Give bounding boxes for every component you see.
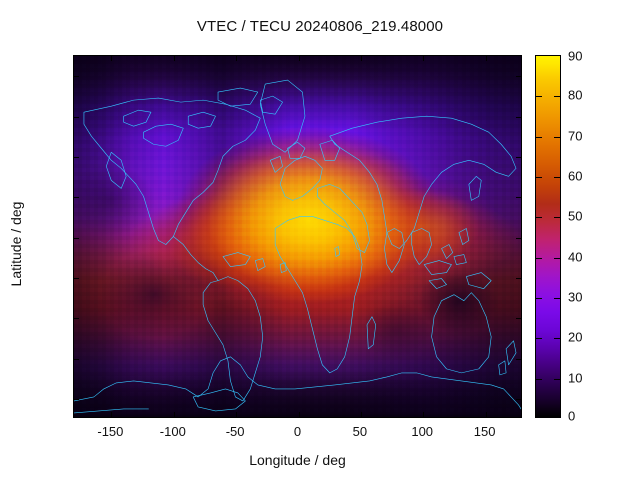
cbar-label-40: 40 xyxy=(568,249,583,265)
cbar-tick-r-20 xyxy=(554,338,560,340)
cbar-tick-r-40 xyxy=(554,257,560,259)
x-tick-label-100: 100 xyxy=(411,424,434,439)
cbar-tick-10 xyxy=(536,378,542,380)
y-tick-right-40 xyxy=(516,156,521,158)
colorbar-gradient xyxy=(536,56,560,417)
cbar-tick-r-10 xyxy=(554,378,560,380)
x-tick-neg50 xyxy=(236,412,238,417)
x-tick-neg100 xyxy=(173,412,175,417)
y-tick-right-60 xyxy=(516,116,521,118)
cbar-tick-r-50 xyxy=(554,217,560,219)
coastline-overlay xyxy=(74,56,521,417)
x-tick-label-0: 0 xyxy=(293,424,302,439)
cbar-label-20: 20 xyxy=(568,329,583,345)
x-tick-0 xyxy=(298,412,300,417)
y-tick-40 xyxy=(74,156,79,158)
x-tick-label-neg50: -50 xyxy=(225,424,245,439)
coastline-paths xyxy=(74,80,521,413)
y-tick-neg20 xyxy=(74,277,79,279)
x-tick-100 xyxy=(423,412,425,417)
map-plot-area xyxy=(73,55,522,418)
cbar-tick-60 xyxy=(536,177,542,178)
y-tick-right-80 xyxy=(516,76,521,78)
y-tick-20 xyxy=(74,197,79,199)
cbar-tick-r-30 xyxy=(554,298,560,299)
cbar-label-10: 10 xyxy=(568,370,583,386)
cbar-tick-20 xyxy=(536,338,542,340)
y-tick-neg80 xyxy=(74,398,79,400)
x-tick-label-neg100: -100 xyxy=(159,424,186,439)
y-tick-right-neg20 xyxy=(516,277,521,279)
heatmap-raster xyxy=(74,56,521,417)
cbar-label-90: 90 xyxy=(568,48,583,64)
y-tick-right-0 xyxy=(516,237,521,239)
cbar-tick-40 xyxy=(536,257,542,259)
x-axis-title: Longitude / deg xyxy=(249,452,346,468)
x-tick-neg150 xyxy=(111,412,113,417)
grid-cell-texture xyxy=(74,56,521,417)
cbar-tick-r-80 xyxy=(554,96,560,98)
colorbar xyxy=(535,55,561,418)
y-tick-0 xyxy=(74,237,79,239)
x-tick-50 xyxy=(360,412,362,417)
x-tick-top-150 xyxy=(485,56,487,61)
x-tick-top-neg50 xyxy=(236,56,238,61)
x-tick-label-neg150: -150 xyxy=(97,424,124,439)
y-tick-right-neg60 xyxy=(516,358,521,360)
y-tick-neg60 xyxy=(74,358,79,360)
y-tick-80 xyxy=(74,76,79,78)
polar-minimum-layer xyxy=(74,56,521,417)
x-tick-top-50 xyxy=(360,56,362,61)
cbar-label-30: 30 xyxy=(568,289,583,305)
y-tick-right-neg80 xyxy=(516,398,521,400)
cbar-tick-50 xyxy=(536,217,542,219)
y-tick-right-neg40 xyxy=(516,318,521,320)
cbar-tick-r-60 xyxy=(554,177,560,178)
x-tick-top-100 xyxy=(423,56,425,61)
x-tick-top-0 xyxy=(298,56,300,61)
y-tick-60 xyxy=(74,116,79,118)
cbar-tick-80 xyxy=(536,96,542,98)
cbar-tick-30 xyxy=(536,298,542,299)
y-axis-title: Latitude / deg xyxy=(8,201,24,287)
x-tick-top-neg150 xyxy=(111,56,113,61)
x-tick-top-neg100 xyxy=(173,56,175,61)
x-tick-label-50: 50 xyxy=(352,424,368,439)
cbar-label-80: 80 xyxy=(568,87,583,103)
x-tick-150 xyxy=(485,412,487,417)
cbar-label-60: 60 xyxy=(568,168,583,184)
y-tick-right-20 xyxy=(516,197,521,199)
cbar-label-50: 50 xyxy=(568,208,583,224)
cbar-label-70: 70 xyxy=(568,128,583,144)
figure-title: VTEC / TECU 20240806_219.48000 xyxy=(196,18,444,35)
cbar-label-0: 0 xyxy=(568,408,576,424)
cbar-tick-r-70 xyxy=(554,136,560,138)
cbar-tick-70 xyxy=(536,136,542,138)
x-tick-label-150: 150 xyxy=(473,424,496,439)
y-tick-neg40 xyxy=(74,318,79,320)
